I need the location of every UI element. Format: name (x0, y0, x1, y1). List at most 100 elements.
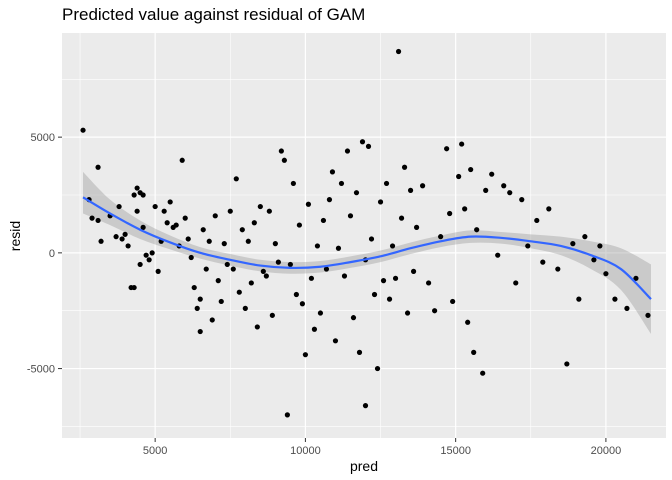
x-tick-label: 20000 (591, 445, 622, 457)
data-point (465, 319, 471, 325)
data-point (140, 224, 146, 230)
data-point (612, 296, 618, 302)
data-point (344, 148, 351, 154)
data-point (131, 284, 137, 291)
data-point (224, 261, 230, 268)
data-point (263, 273, 269, 279)
data-point (215, 278, 221, 284)
data-point (495, 252, 501, 258)
data-point (143, 252, 149, 258)
data-point (134, 185, 140, 191)
data-point (419, 183, 426, 189)
x-tick-label: 10000 (290, 445, 321, 457)
data-point (251, 220, 257, 226)
data-point (335, 245, 342, 251)
data-point (582, 234, 588, 240)
data-point (95, 164, 101, 170)
data-point (371, 291, 378, 298)
plot-panel (62, 33, 666, 438)
data-point (308, 275, 315, 281)
data-point (248, 280, 254, 286)
smooth-line-layer (82, 196, 652, 300)
data-point (209, 317, 215, 323)
data-point (380, 278, 387, 284)
data-point (483, 187, 489, 193)
y-tick-label: 5000 (31, 132, 55, 144)
data-point (407, 187, 414, 193)
data-point (161, 208, 167, 214)
x-tick-label: 5000 (143, 445, 167, 457)
data-point (438, 234, 444, 240)
major-grid (62, 33, 666, 438)
data-point (179, 157, 185, 163)
data-point (137, 261, 143, 268)
data-point (134, 208, 140, 214)
data-point (501, 183, 507, 189)
data-point (489, 171, 495, 177)
chart-title: Predicted value against residual of GAM (62, 5, 365, 24)
data-point (356, 349, 363, 355)
data-point (113, 234, 119, 240)
data-point (320, 217, 327, 224)
data-point (377, 199, 384, 205)
data-point (447, 210, 453, 217)
data-point (140, 192, 146, 198)
x-tick-label: 15000 (440, 445, 471, 457)
data-point (350, 315, 357, 321)
data-point (239, 227, 245, 233)
data-point (254, 324, 260, 330)
data-point (410, 268, 417, 274)
data-point (359, 139, 366, 145)
data-point (203, 266, 209, 272)
data-point (314, 243, 321, 249)
data-point (444, 146, 450, 152)
data-point (645, 312, 651, 318)
data-point (212, 213, 218, 219)
data-point (116, 203, 122, 210)
data-point (236, 289, 242, 295)
data-point (597, 243, 603, 249)
data-point (471, 349, 477, 355)
data-point (182, 215, 188, 221)
data-point (398, 215, 405, 221)
data-point (131, 192, 137, 198)
data-point (155, 268, 161, 274)
data-point (218, 298, 224, 305)
data-point (570, 241, 576, 247)
data-point (164, 220, 170, 226)
data-point (326, 197, 333, 203)
data-point (305, 201, 312, 207)
data-point (272, 241, 278, 247)
data-point (80, 127, 86, 133)
data-point (555, 266, 561, 272)
minor-grid (62, 33, 666, 438)
data-point (290, 180, 296, 187)
data-point (257, 203, 263, 210)
data-point (200, 227, 206, 233)
smooth-fit-line (82, 196, 652, 300)
data-point (221, 241, 227, 247)
data-point (459, 141, 465, 147)
data-point (149, 250, 155, 256)
data-point (540, 259, 546, 265)
data-point (383, 180, 390, 187)
data-point (233, 176, 239, 182)
data-point (507, 190, 513, 196)
data-point (353, 190, 360, 196)
data-point (287, 261, 293, 268)
data-point (624, 305, 630, 311)
data-point (278, 148, 284, 154)
data-point (534, 217, 540, 224)
data-point (191, 284, 197, 291)
data-point (206, 238, 212, 244)
data-point (311, 326, 318, 332)
data-point (119, 236, 125, 242)
data-point (284, 412, 290, 418)
data-point (95, 217, 101, 224)
data-point (122, 231, 128, 237)
data-point (347, 213, 354, 219)
data-point (230, 266, 236, 272)
data-point (89, 215, 95, 221)
data-point (462, 206, 468, 212)
